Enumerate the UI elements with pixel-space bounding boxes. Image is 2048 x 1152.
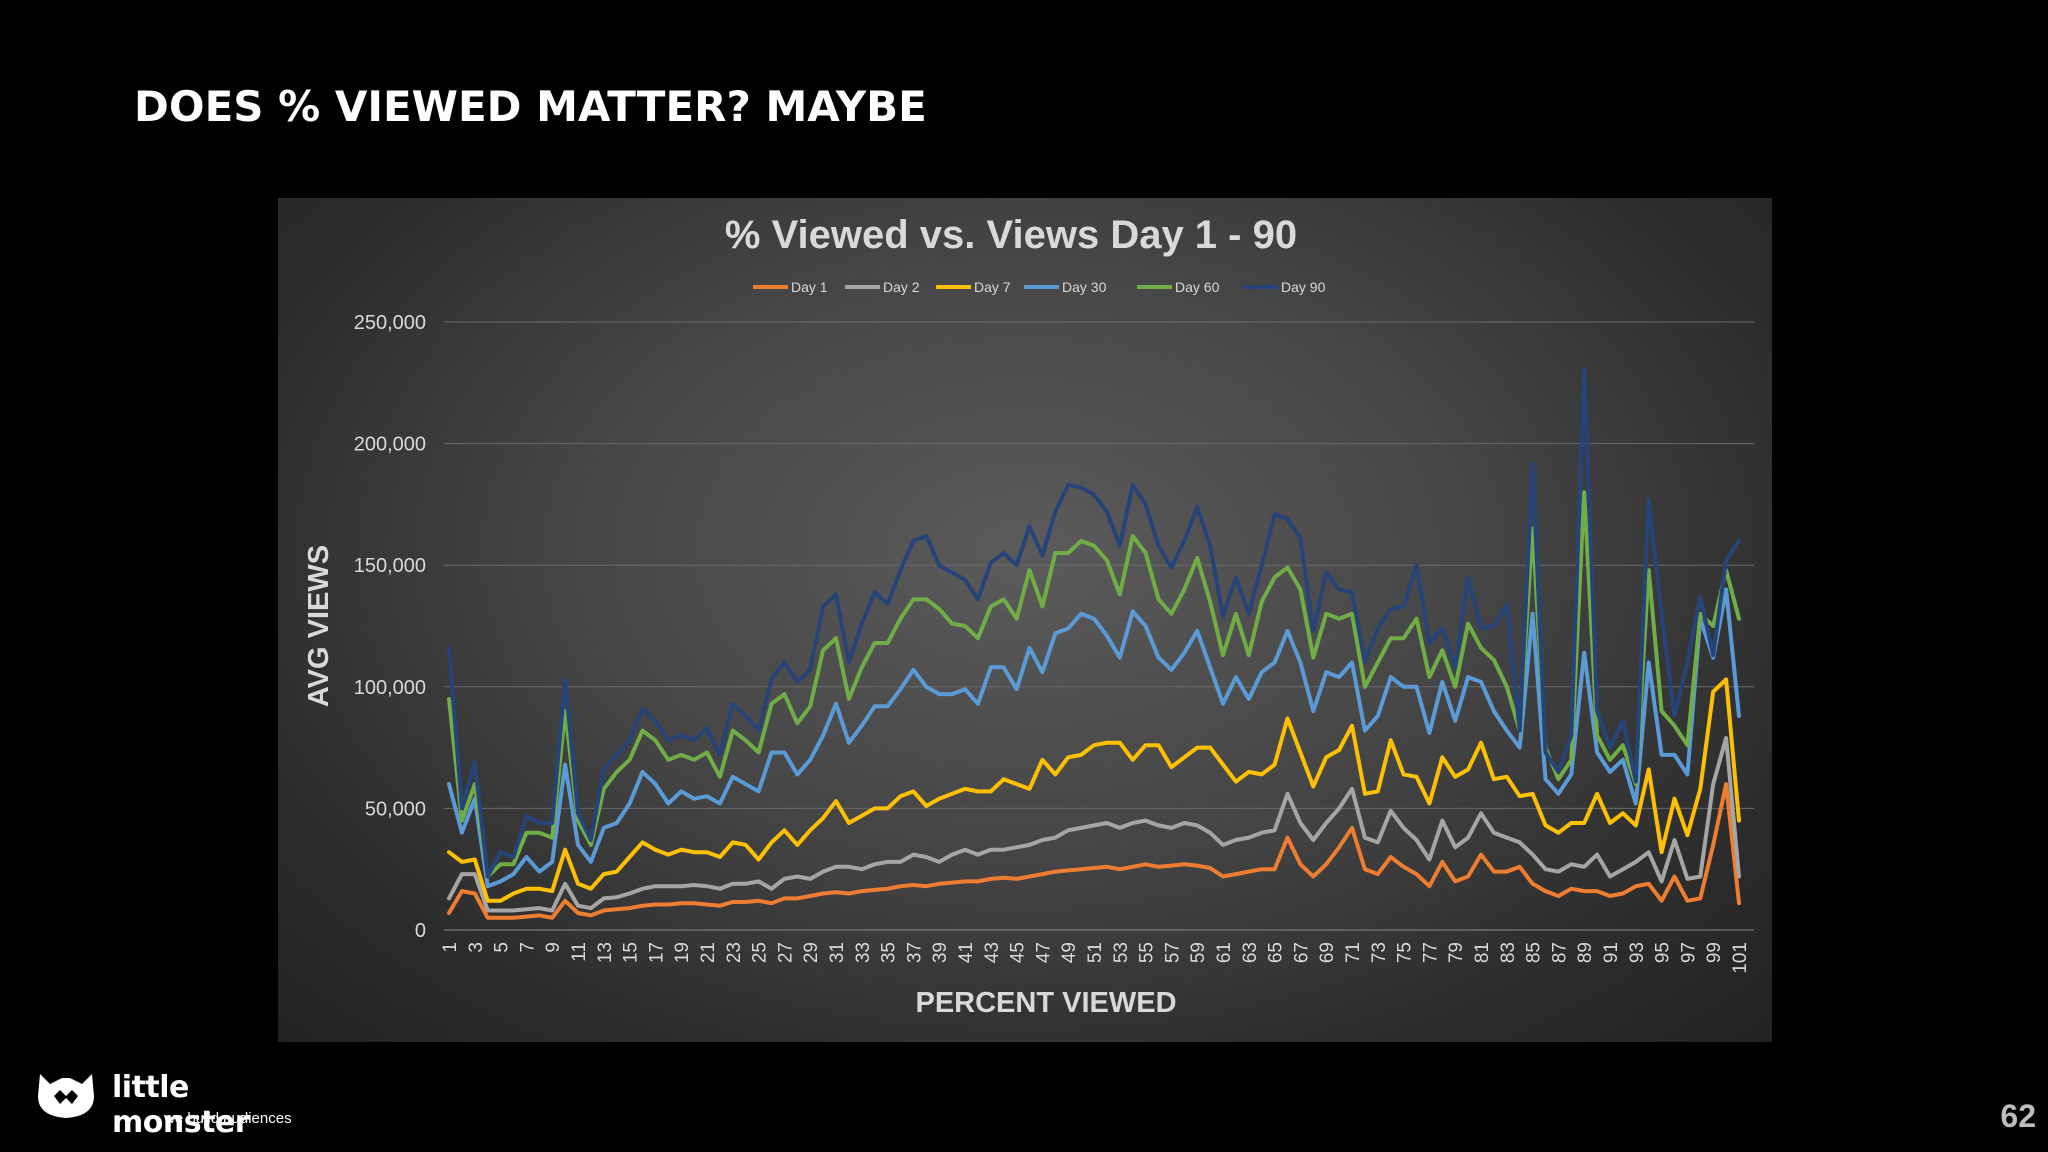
x-tick-label: 39 [930, 942, 951, 963]
x-tick-label: 57 [1162, 942, 1183, 963]
y-tick-label: 150,000 [354, 555, 426, 577]
x-tick-label: 95 [1653, 942, 1674, 963]
x-tick-label: 41 [956, 942, 977, 963]
x-tick-label: 47 [1033, 942, 1054, 963]
brand-name: little monster [112, 1070, 250, 1140]
x-tick-label: 23 [724, 942, 745, 963]
series-line-day-7 [447, 677, 1741, 903]
line-chart: % Viewed vs. Views Day 1 - 90 Day 1 Day 2… [303, 213, 1754, 1019]
x-tick-label: 25 [750, 942, 771, 963]
x-tick-label: 29 [801, 942, 822, 963]
y-axis-label: AVG VIEWS [303, 545, 335, 707]
x-tick-label: 73 [1369, 942, 1390, 963]
legend-label: Day 90 [1281, 279, 1326, 295]
x-tick-label: 93 [1627, 942, 1648, 963]
x-tick-label: 9 [543, 942, 564, 953]
x-tick-label: 61 [1214, 942, 1235, 963]
legend-label: Day 7 [974, 279, 1011, 295]
x-tick-label: 35 [879, 942, 900, 963]
x-tick-label: 17 [646, 942, 667, 963]
x-tick-label: 19 [672, 942, 693, 963]
chart-title: % Viewed vs. Views Day 1 - 90 [725, 213, 1297, 257]
x-tick-label: 45 [1008, 942, 1029, 963]
page-number: 62 [2000, 1098, 2036, 1134]
y-tick-label: 100,000 [354, 677, 426, 699]
x-tick-label: 63 [1240, 942, 1261, 963]
legend-label: Day 1 [791, 279, 828, 295]
series-line-day-60 [447, 490, 1741, 879]
x-tick-label: 49 [1059, 942, 1080, 963]
series-line-day-2 [447, 735, 1741, 913]
x-tick-label: 85 [1524, 942, 1545, 963]
series-line-day-1 [447, 782, 1741, 920]
x-tick-label: 5 [492, 942, 513, 953]
x-tick-label: 43 [982, 942, 1003, 963]
x-tick-label: 81 [1472, 942, 1493, 963]
x-tick-label: 37 [904, 942, 925, 963]
x-tick-label: 27 [775, 942, 796, 963]
series-line-day-30 [447, 587, 1741, 889]
x-tick-label: 99 [1704, 942, 1725, 963]
x-tick-label: 7 [517, 942, 538, 953]
x-tick-label: 83 [1498, 942, 1519, 963]
x-tick-label: 31 [827, 942, 848, 963]
x-tick-label: 71 [1343, 942, 1364, 963]
x-tick-label: 3 [466, 942, 487, 953]
x-tick-label: 53 [1111, 942, 1132, 963]
brand-tagline: we build audiences [164, 1110, 292, 1127]
x-tick-label: 1 [440, 942, 461, 953]
y-tick-label: 200,000 [354, 434, 426, 456]
x-tick-label: 21 [698, 942, 719, 963]
x-tick-label: 55 [1137, 942, 1158, 963]
x-tick-label: 77 [1420, 942, 1441, 963]
x-tick-label: 65 [1266, 942, 1287, 963]
legend-label: Day 30 [1062, 279, 1107, 295]
x-tick-label: 101 [1730, 942, 1751, 974]
x-tick-label: 97 [1678, 942, 1699, 963]
brand-logo: little monster we build audiences [34, 1066, 334, 1140]
chart-panel: % Viewed vs. Views Day 1 - 90 Day 1 Day 2… [278, 198, 1772, 1042]
x-axis-label: PERCENT VIEWED [915, 987, 1176, 1019]
x-tick-label: 33 [853, 942, 874, 963]
x-tick-label: 69 [1317, 942, 1338, 963]
x-tick-label: 75 [1395, 942, 1416, 963]
x-tick-label: 91 [1601, 942, 1622, 963]
x-axis-ticks: 1 3 5 7 9 11 13 15 17 19 21 23 25 27 29 31 33 35 37 39 41 43 4… [440, 942, 1751, 974]
series-line-day-90 [447, 366, 1741, 879]
legend-label: Day 2 [883, 279, 920, 295]
series-lines [447, 366, 1741, 920]
x-tick-label: 13 [595, 942, 616, 963]
x-tick-label: 11 [569, 942, 590, 962]
legend-label: Day 60 [1175, 279, 1220, 295]
x-tick-label: 89 [1575, 942, 1596, 963]
y-axis-ticks: 0 50,000 100,000 150,000 200,000 250,000 [354, 312, 426, 942]
chart-legend: Day 1 Day 2 Day 7 Day 30 Day 60 Day 90 [753, 279, 1326, 295]
monster-icon [38, 1074, 94, 1118]
y-tick-label: 250,000 [354, 312, 426, 334]
x-tick-label: 51 [1085, 942, 1106, 963]
x-tick-label: 15 [621, 942, 642, 963]
x-tick-label: 67 [1291, 942, 1312, 963]
x-tick-label: 87 [1549, 942, 1570, 963]
x-tick-label: 59 [1188, 942, 1209, 963]
y-tick-label: 0 [415, 920, 426, 942]
x-tick-label: 79 [1446, 942, 1467, 963]
y-tick-label: 50,000 [365, 798, 426, 820]
slide-title: DOES % VIEWED MATTER? MAYBE [134, 82, 927, 131]
